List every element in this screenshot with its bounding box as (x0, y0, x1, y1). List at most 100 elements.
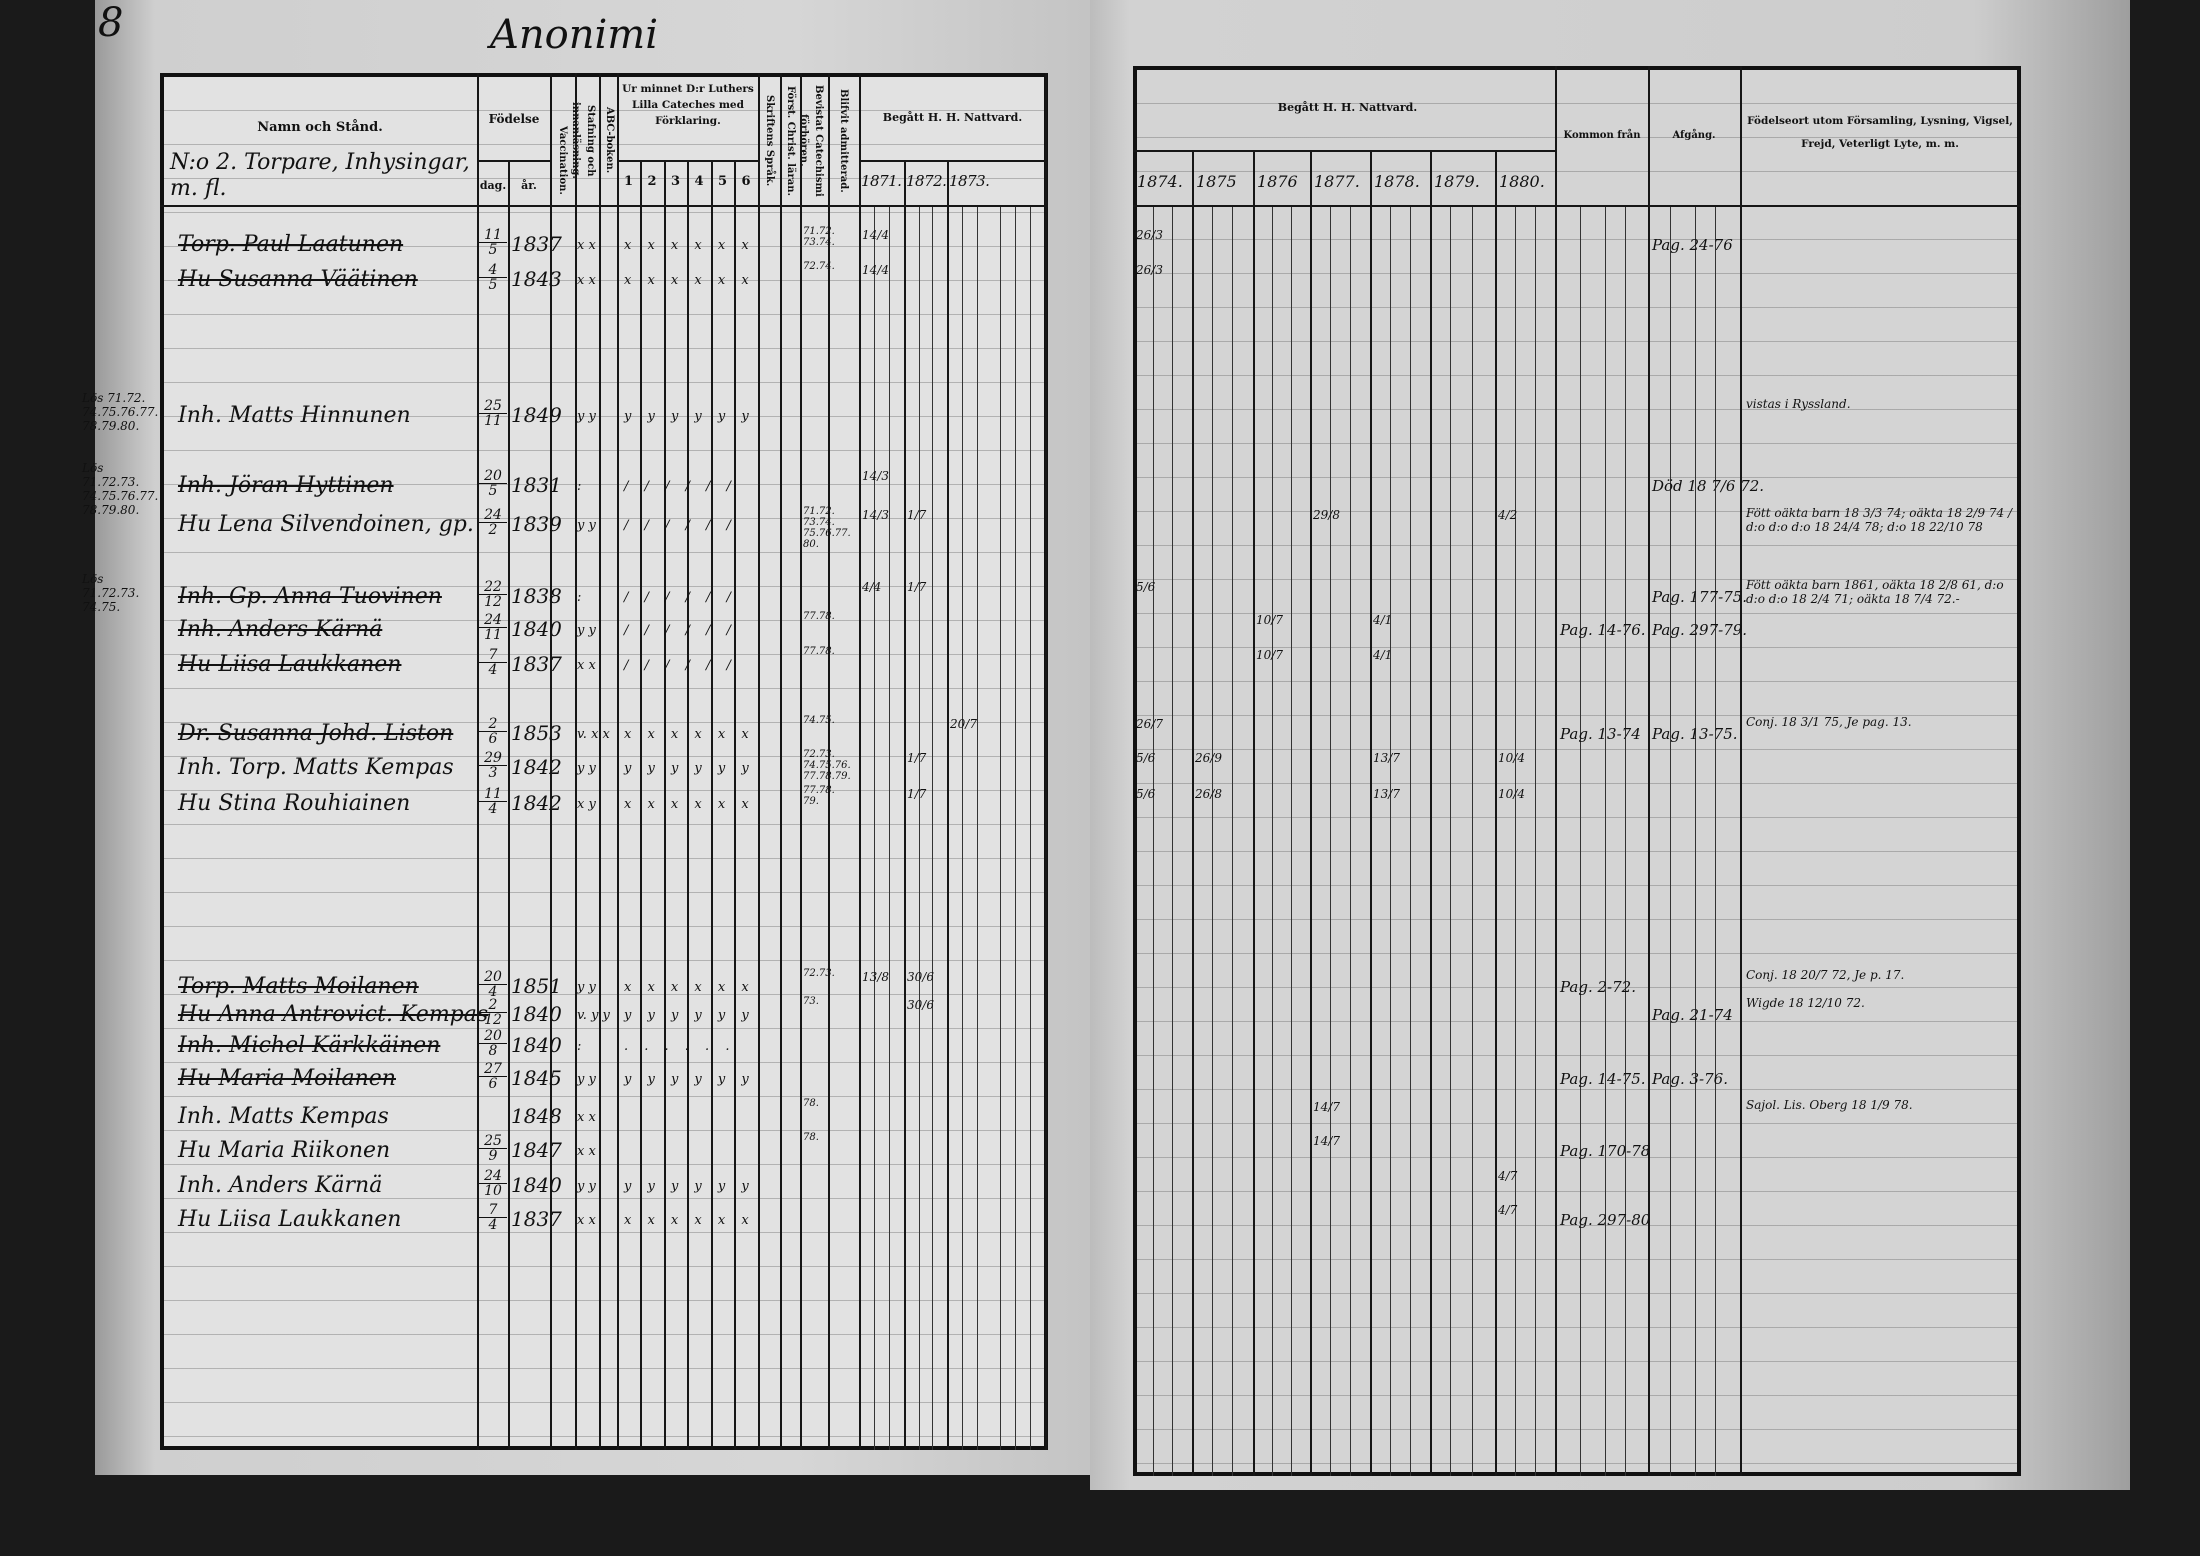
catechism-hearing-years: 78. (803, 1098, 819, 1109)
header-scripture: Skriftens Språk. (764, 94, 775, 187)
departure: Pag. 21-74 (1652, 1006, 1733, 1024)
departure: Pag. 297-79. (1652, 621, 1748, 639)
column-rule (828, 73, 830, 1450)
column-rule (575, 73, 577, 1450)
birth-day-month: 20 4 (479, 970, 507, 999)
birth-year: 1843 (511, 267, 562, 291)
communion-date: 30/6 (907, 970, 934, 984)
birth-year: 1840 (511, 1033, 562, 1057)
column-rule-thin (1330, 205, 1331, 1476)
departure: Död 18 7/6 72. (1652, 477, 1765, 495)
household-label: N:o 2. Torpare, Inhysingar, m. fl. (170, 150, 470, 201)
header-rule (160, 205, 1048, 207)
birth-year: 1840 (511, 617, 562, 641)
birth-year: 1853 (511, 721, 562, 745)
birth-month: 11 (484, 413, 502, 429)
came-from: Pag. 14-75. (1560, 1070, 1646, 1088)
came-from: Pag. 2-72. (1560, 978, 1636, 996)
margin-note: Lös 71.72.73. 74.75.76.77. 78.79.80. (82, 461, 159, 517)
communion-date: 4/7 (1498, 1203, 1518, 1217)
catechism-hearing-years: 72.73. (803, 968, 835, 979)
column-rule (711, 160, 713, 1450)
header-catechism: Ur minnet D:r Luthers Lilla Cateches med… (622, 83, 754, 127)
header-spelling: Stafning och innanläsning. (570, 102, 596, 179)
birth-day: 24 (479, 613, 507, 628)
birth-year: 1842 (511, 791, 562, 815)
communion-date: 13/7 (1373, 751, 1400, 765)
communion-date: 14/3 (862, 508, 889, 522)
header-vaccination: Vaccination. (557, 125, 568, 195)
catechism-marks: / / / / / / (624, 658, 737, 673)
communion-date: 14/7 (1313, 1100, 1340, 1114)
catechism-hearing-years: 74.75. (803, 715, 835, 726)
column-rule-thin (1715, 205, 1716, 1476)
birth-month: 4 (488, 801, 498, 817)
person-name: Inh. Matts Kempas (178, 1104, 389, 1129)
column-rule-thin (1472, 205, 1473, 1476)
communion-year: 1877. (1314, 172, 1360, 191)
catechism-marks: / / / / / / (624, 518, 737, 533)
birth-day-month: 29 3 (479, 751, 507, 780)
birth-month: 4 (488, 984, 498, 1000)
header-name: Namn och Stånd. (257, 120, 383, 135)
birth-month: 5 (488, 242, 498, 258)
column-rule-thin (1212, 205, 1213, 1476)
person-name: Torp. Paul Laatunen (178, 232, 404, 257)
column-rule-thin (1291, 205, 1292, 1476)
birth-day-month: 27 6 (479, 1062, 507, 1091)
reading-marks: v. x x (577, 727, 610, 742)
column-rule (780, 73, 782, 1450)
communion-date: 1/7 (907, 787, 927, 801)
catechism-hearing-years: 77.78. (803, 646, 835, 657)
catechism-hearing-years: 78. (803, 1132, 819, 1143)
column-rule (617, 73, 619, 1450)
came-from: Pag. 170-78 (1560, 1142, 1651, 1160)
catechism-marks: y y y y y y (624, 409, 755, 424)
birth-day: 11 (479, 787, 507, 802)
catechism-marks: y y y y y y (624, 1179, 755, 1194)
catechism-marks: y y y y y y (624, 1008, 755, 1023)
communion-date: 30/6 (907, 998, 934, 1012)
column-rule-thin (1625, 205, 1626, 1476)
person-name: Hu Maria Riikonen (178, 1138, 391, 1163)
catechism-hearing-years: 72.73. 74.75.76. 77.78.79. (803, 749, 851, 782)
person-name: Inh. Anders Kärnä (178, 617, 383, 642)
column-rule (664, 160, 666, 1450)
catechism-marks: x x x x x x (624, 238, 755, 253)
column-rule (734, 160, 736, 1450)
column-rule-thin (1350, 205, 1351, 1476)
catechism-marks: x x x x x x (624, 1213, 755, 1228)
birth-day: 7 (479, 648, 507, 663)
catechism-hearing-years: 72.74. (803, 261, 835, 272)
communion-year: 1880. (1499, 172, 1545, 191)
header-birth: Födelse (488, 112, 540, 126)
communion-date: 1/7 (907, 751, 927, 765)
communion-year: 1872. (906, 172, 947, 190)
remark: Wigde 18 12/10 72. (1746, 996, 1865, 1010)
communion-date: 26/7 (1136, 717, 1163, 731)
communion-date: 29/8 (1313, 508, 1340, 522)
communion-date: 13/7 (1373, 787, 1400, 801)
birth-day: 25 (479, 399, 507, 414)
reading-marks: : (577, 590, 582, 605)
column-rule-thin (1153, 205, 1154, 1476)
birth-day-month: 25 9 (479, 1134, 507, 1163)
birth-year: 1838 (511, 584, 562, 608)
column-rule (550, 73, 552, 1450)
header-admitted: Blifvit admitterad. (838, 88, 849, 193)
column-rule (904, 160, 906, 1450)
catechism-marks: / / / / / / (624, 623, 737, 638)
catechism-marks: / / / / / / (624, 590, 737, 605)
birth-day: 20 (479, 469, 507, 484)
reading-marks: x y (577, 797, 596, 812)
reading-marks: y y (577, 980, 596, 995)
catechism-part-number: 3 (670, 174, 681, 189)
reading-marks: y y (577, 518, 596, 533)
column-rule (1192, 150, 1194, 1476)
birth-year: 1840 (511, 1173, 562, 1197)
catechism-marks: / / / / / / (624, 479, 737, 494)
reading-marks: y y (577, 761, 596, 776)
communion-date: 10/4 (1498, 787, 1525, 801)
communion-date: 4/1 (1373, 613, 1393, 627)
